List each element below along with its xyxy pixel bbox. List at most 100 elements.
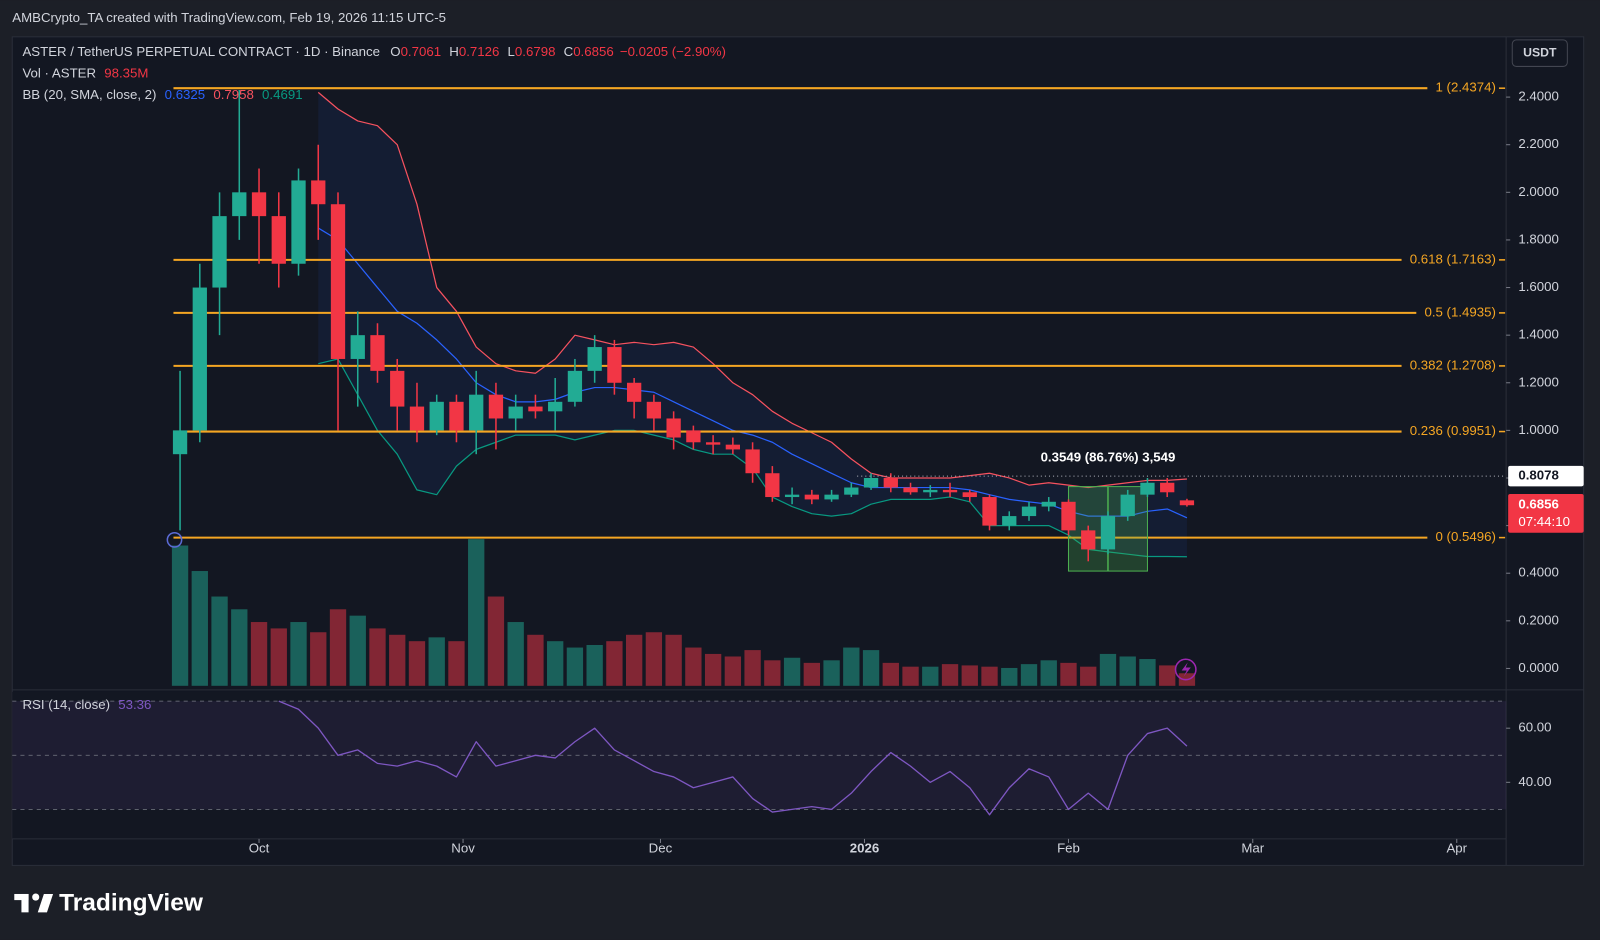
candle-body (291, 180, 306, 264)
volume-bar (961, 665, 978, 686)
brand-logo (14, 893, 54, 913)
volume-bar (1080, 666, 1097, 686)
volume-bar (250, 622, 268, 686)
volume-bar (665, 634, 682, 686)
candle-body (942, 489, 958, 493)
rsi-pane (12, 691, 1507, 839)
volume-bar (547, 641, 564, 686)
legend-line: RSI (14, close) 53.36 (22, 697, 151, 712)
fib-label: 0 (0.5496) (1436, 529, 1496, 544)
volume-bar (1099, 653, 1117, 686)
last-price-countdown: 07:44:10 (1518, 514, 1570, 529)
volume-bar (1159, 665, 1176, 686)
candle-body (1179, 500, 1195, 506)
legend-key: L (508, 44, 515, 59)
volume-bar (507, 622, 524, 686)
bb-basis-value: 0.6325 (165, 87, 206, 102)
alert-bolt (1181, 662, 1191, 677)
candle-body (212, 216, 227, 288)
candle-body (765, 473, 780, 498)
candle-body (804, 494, 819, 500)
alert-icon[interactable] (1174, 658, 1197, 681)
attribution: AMBCrypto_TA created with TradingView.co… (12, 10, 446, 25)
candle-body (528, 406, 543, 412)
layers: 0.00000.20000.40000.60000.80001.00001.20… (12, 80, 1584, 856)
candle-body (666, 418, 681, 438)
legend-key: C (564, 44, 574, 59)
candle-body (409, 406, 425, 431)
volume-value: 98.35M (104, 65, 148, 80)
y-tick-label: 1.0000 (1518, 422, 1559, 437)
volume-bar (428, 637, 445, 686)
candle-body (1021, 506, 1037, 517)
candle-body (390, 370, 405, 407)
volume-bar (685, 647, 702, 686)
volume-bar (941, 664, 959, 686)
y-tick-label: 0.2000 (1518, 612, 1559, 627)
y-tick-label: 2.4000 (1518, 89, 1559, 104)
x-tick-label: 2026 (850, 841, 879, 856)
last-price-box (1508, 494, 1584, 533)
volume-bar (764, 660, 781, 686)
volume-name: Vol · ASTER (22, 65, 96, 80)
volume-bar (290, 622, 307, 686)
candle-body (488, 394, 504, 419)
candle-body (232, 192, 247, 217)
currency-button[interactable] (1511, 39, 1568, 67)
volume-bar (349, 615, 366, 686)
volume-bar (823, 660, 840, 686)
candle-body (982, 497, 997, 526)
volume-bar (487, 596, 505, 686)
volume-bar (1001, 667, 1018, 686)
candle-body (1160, 482, 1175, 493)
fib-label: 0.5 (1.4935) (1424, 304, 1495, 319)
candle-body (725, 444, 741, 450)
logo-part (21, 893, 29, 913)
x-tick-label: Feb (1057, 841, 1080, 856)
candle-body (923, 489, 938, 493)
volume-bar (211, 596, 228, 686)
candle-body (251, 192, 267, 217)
currency-label[interactable]: USDT (1523, 45, 1557, 59)
price-line-label: 0.8078 (1518, 468, 1559, 483)
bb-upper-value: 0.7958 (213, 87, 254, 102)
drawing-handle[interactable] (166, 531, 183, 548)
volume-bar (1060, 662, 1077, 686)
candle-body (330, 204, 346, 359)
candle-body (567, 370, 583, 402)
legend-line: ASTER / TetherUS PERPETUAL CONTRACT · 1D… (22, 44, 725, 59)
volume-bar (803, 662, 820, 686)
legend-change: −0.0205 (−2.90%) (620, 44, 726, 59)
volume-bar (329, 609, 347, 686)
candle-body (1002, 516, 1017, 526)
candle-body (429, 401, 444, 431)
candle-body (883, 477, 898, 488)
volume-bar (310, 632, 327, 686)
x-tick-label: Nov (451, 841, 475, 856)
candle-body (627, 382, 642, 402)
candle-body (271, 216, 286, 264)
y-tick-label: 2.2000 (1518, 136, 1559, 151)
volume-bar (448, 641, 465, 686)
candle-body (745, 449, 760, 474)
candle-body (508, 406, 523, 419)
y-tick-label: 0.0000 (1518, 660, 1559, 675)
candle-body (705, 442, 721, 445)
bb-name: BB (20, SMA, close, 2) (22, 87, 156, 102)
candle-body (824, 494, 839, 500)
brand-name: TradingView (59, 890, 204, 917)
rsi-line (278, 700, 1188, 816)
fib-label: 1 (2.4374) (1436, 80, 1496, 95)
volume-bar (527, 634, 544, 686)
candle-body (844, 487, 859, 495)
volume-bar (902, 666, 919, 686)
volume-bar (1119, 656, 1136, 686)
candle-body (646, 401, 662, 419)
rsi-value: 53.36 (118, 697, 151, 712)
legend-key: O (390, 44, 400, 59)
legend-value: 0.7061 (401, 44, 442, 59)
candle-body (1041, 501, 1056, 507)
legend-line: Vol · ASTER 98.35M (22, 65, 148, 80)
volume-bar (369, 628, 386, 686)
volume-bar (783, 657, 801, 686)
